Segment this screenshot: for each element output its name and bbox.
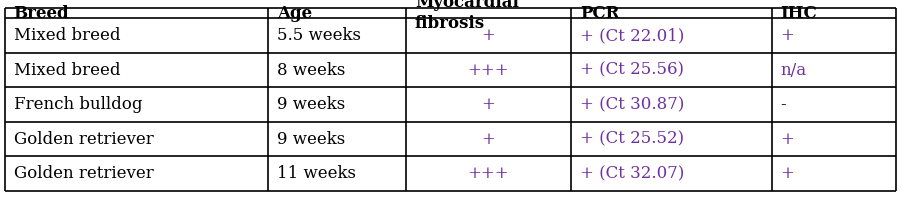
Text: 8 weeks: 8 weeks [277,62,345,79]
Text: + (Ct 25.56): + (Ct 25.56) [580,62,684,79]
Text: n/a: n/a [780,62,806,79]
Text: PCR: PCR [580,5,619,22]
Text: Age: Age [277,5,312,22]
Text: -: - [780,96,787,113]
Text: Golden retriever: Golden retriever [14,131,153,148]
Text: +++: +++ [468,62,509,79]
Text: Mixed breed: Mixed breed [14,27,120,44]
Text: +: + [780,27,795,44]
Text: Golden retriever: Golden retriever [14,165,153,182]
Text: +: + [780,165,795,182]
Text: 5.5 weeks: 5.5 weeks [277,27,360,44]
Text: + (Ct 25.52): + (Ct 25.52) [580,131,684,148]
Text: IHC: IHC [780,5,817,22]
Text: Breed: Breed [14,5,69,22]
Text: Myocardial
fibrosis: Myocardial fibrosis [414,0,519,32]
Text: 9 weeks: 9 weeks [277,131,345,148]
Text: +++: +++ [468,165,509,182]
Text: + (Ct 30.87): + (Ct 30.87) [580,96,684,113]
Text: + (Ct 32.07): + (Ct 32.07) [580,165,684,182]
Text: +: + [481,131,496,148]
Text: French bulldog: French bulldog [14,96,142,113]
Text: +: + [481,96,496,113]
Text: + (Ct 22.01): + (Ct 22.01) [580,27,684,44]
Text: +: + [780,131,795,148]
Text: 9 weeks: 9 weeks [277,96,345,113]
Text: 11 weeks: 11 weeks [277,165,356,182]
Text: +: + [481,27,496,44]
Text: Mixed breed: Mixed breed [14,62,120,79]
